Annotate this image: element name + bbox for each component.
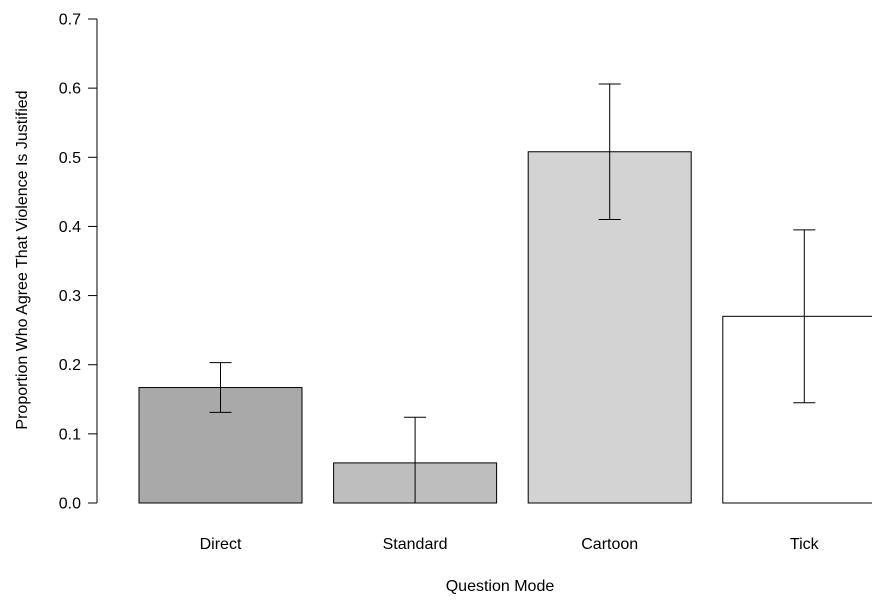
x-tick-label: Cartoon — [581, 536, 638, 553]
y-tick-label: 0.3 — [59, 288, 81, 305]
bars — [138, 151, 872, 504]
y-tick-label: 0.0 — [59, 496, 81, 513]
x-axis-title: Question Mode — [446, 578, 555, 595]
y-tick-label: 0.1 — [59, 426, 81, 443]
y-axis: 0.0 0.1 0.2 0.3 0.4 0.5 0.6 0.7 — [59, 12, 98, 513]
x-axis-labels: Direct Standard Cartoon Tick — [200, 536, 820, 553]
x-tick-label: Direct — [200, 536, 242, 553]
error-bars — [209, 83, 816, 504]
y-tick-label: 0.2 — [59, 357, 81, 374]
y-tick-label: 0.5 — [59, 150, 81, 167]
y-tick-label: 0.7 — [59, 12, 81, 29]
x-tick-label: Tick — [790, 536, 820, 553]
bar-tick — [722, 315, 872, 504]
y-tick-label: 0.6 — [59, 81, 81, 98]
y-tick-label: 0.4 — [59, 219, 81, 236]
x-tick-label: Standard — [383, 536, 448, 553]
y-axis-title: Proportion Who Agree That Violence Is Ju… — [14, 90, 31, 429]
